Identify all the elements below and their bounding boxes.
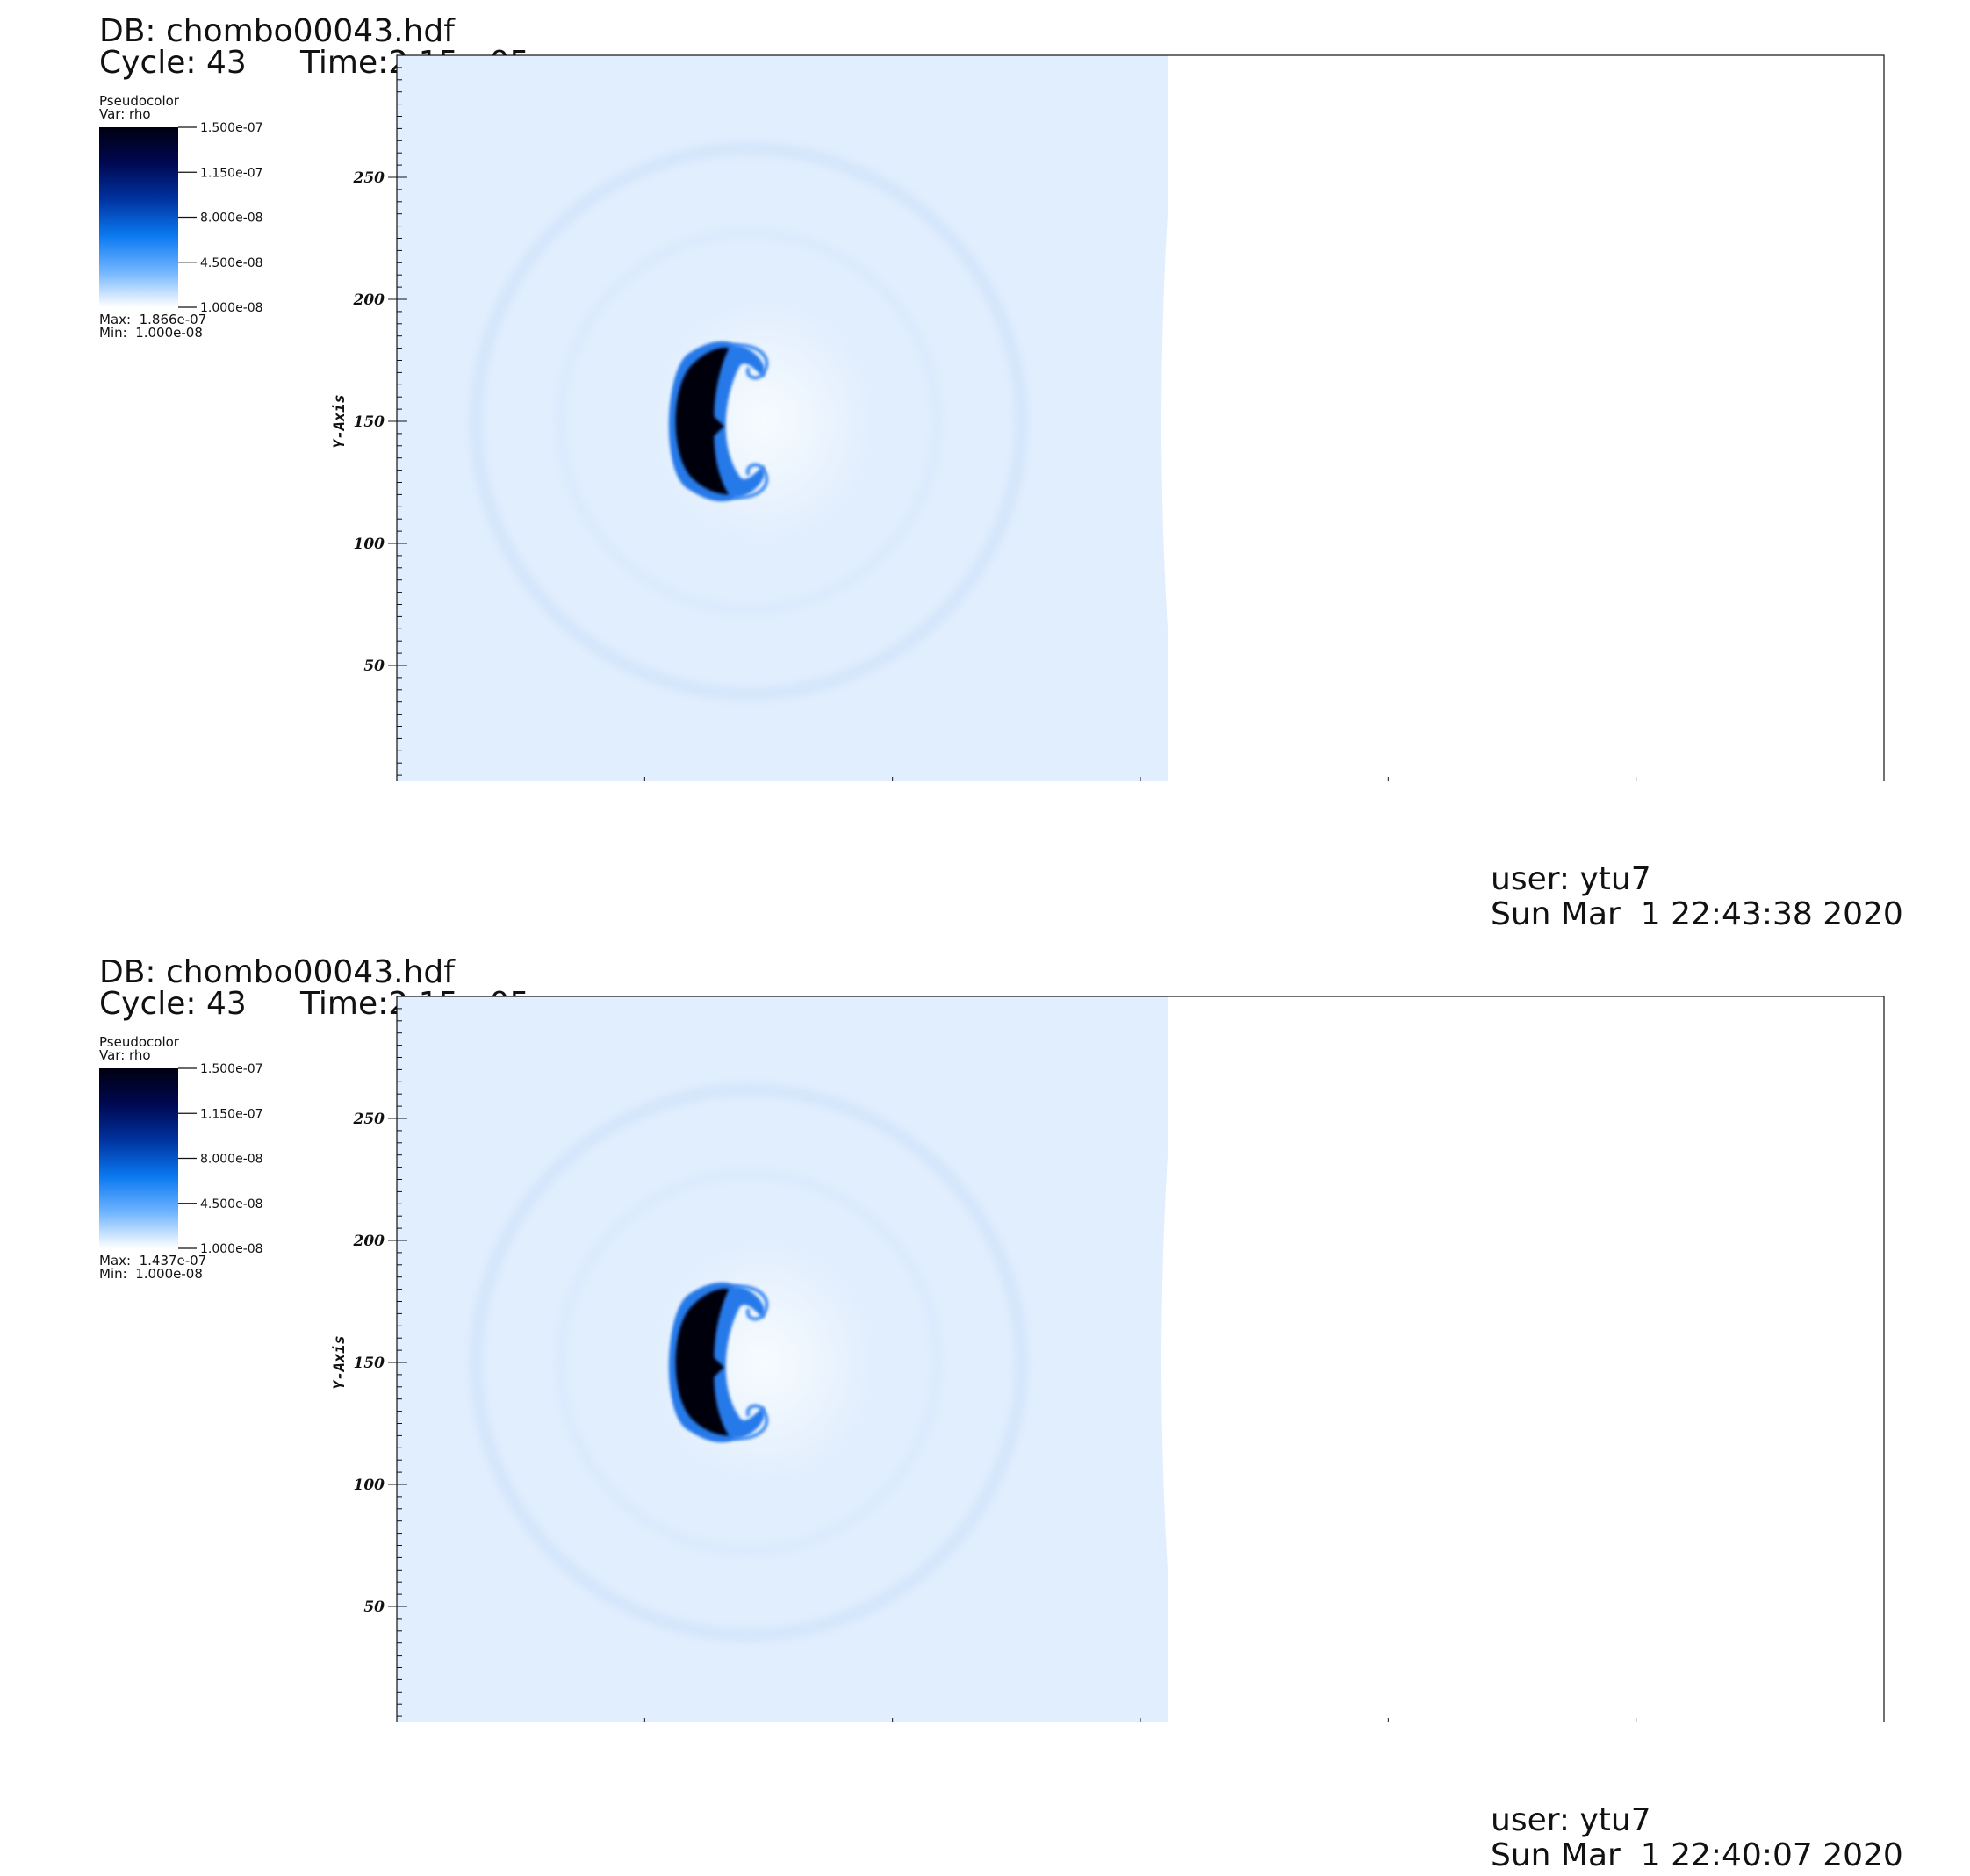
minor-ticks (397, 1008, 1637, 1722)
vortex-lower (733, 463, 769, 500)
date-label: Sun Mar 1 22:43:38 2020 (1491, 896, 1903, 932)
vortex-upper (733, 343, 769, 380)
colorbar-gradient (99, 127, 178, 307)
database-label: DB: chombo00043.hdf (99, 13, 455, 49)
minor-ticks (397, 67, 1637, 781)
vortex-upper (733, 1284, 769, 1321)
y-axis-title: Y-Axis (331, 394, 349, 448)
colorbar-tick-label: 1.000e-08 (200, 1242, 263, 1256)
visit-plot-panel: DB: chombo00043.hdf Cycle: 43 Time:2.15e… (0, 941, 1970, 1876)
cycle-label: Cycle: 43 (99, 45, 247, 81)
colorbar-tick-label: 1.000e-08 (200, 301, 263, 315)
colorbar-tick-label: 1.150e-07 (200, 1107, 263, 1121)
visit-plot-panel: DB: chombo00043.hdf Cycle: 43 Time:2.15e… (0, 0, 1970, 935)
database-label: DB: chombo00043.hdf (99, 954, 455, 990)
y-tick-label: 150 (354, 413, 385, 431)
colorbar: 1.500e-07 1.150e-07 8.000e-08 4.500e-08 1.00… (99, 1062, 263, 1256)
user-label: user: ytu7 (1491, 861, 1651, 897)
y-tick-label: 50 (363, 1599, 385, 1616)
colorbar-tick-label: 8.000e-08 (200, 1153, 263, 1167)
dense-cloud (668, 1282, 769, 1443)
y-tick-label: 150 (354, 1355, 385, 1372)
colorbar-tick-label: 8.000e-08 (200, 212, 263, 226)
colorbar: 1.500e-07 1.150e-07 8.000e-08 4.500e-08 1.00… (99, 121, 263, 315)
shock-rings (471, 1085, 1026, 1640)
dense-cloud (668, 341, 769, 502)
y-tick-label: 100 (354, 1477, 385, 1494)
legend-variable: Var: rho (99, 106, 151, 122)
legend-max: Max: 1.437e-07 (99, 1253, 207, 1269)
legend-plot-type: Pseudocolor (99, 1034, 179, 1050)
legend-plot-type: Pseudocolor (99, 93, 179, 109)
legend-max: Max: 1.866e-07 (99, 312, 207, 327)
legend-min: Min: 1.000e-08 (99, 1266, 203, 1282)
vortex-lower (733, 1404, 769, 1441)
user-label: user: ytu7 (1491, 1802, 1651, 1838)
legend-variable: Var: rho (99, 1047, 151, 1063)
y-axis-title: Y-Axis (331, 1335, 349, 1389)
colorbar-gradient (99, 1068, 178, 1248)
colorbar-tick-label: 4.500e-08 (200, 1197, 263, 1211)
colorbar-tick-label: 1.150e-07 (200, 166, 263, 180)
plot-area: 10020030040050050100150200250X-AxisY-Axi… (331, 54, 1885, 781)
legend-min: Min: 1.000e-08 (99, 325, 203, 341)
y-tick-label: 200 (353, 291, 385, 309)
y-tick-label: 200 (353, 1233, 385, 1250)
y-tick-label: 50 (363, 658, 385, 675)
y-tick-label: 250 (353, 1111, 385, 1128)
colorbar-tick-label: 1.500e-07 (200, 1062, 263, 1076)
cycle-label: Cycle: 43 (99, 986, 247, 1022)
y-tick-label: 100 (354, 535, 385, 553)
plot-area: 10020030040050050100150200250X-AxisY-Axi… (331, 996, 1885, 1722)
date-label: Sun Mar 1 22:40:07 2020 (1491, 1837, 1903, 1873)
colorbar-tick-label: 1.500e-07 (200, 121, 263, 135)
shock-rings (471, 144, 1026, 699)
y-tick-label: 250 (353, 169, 385, 187)
colorbar-tick-label: 4.500e-08 (200, 256, 263, 270)
